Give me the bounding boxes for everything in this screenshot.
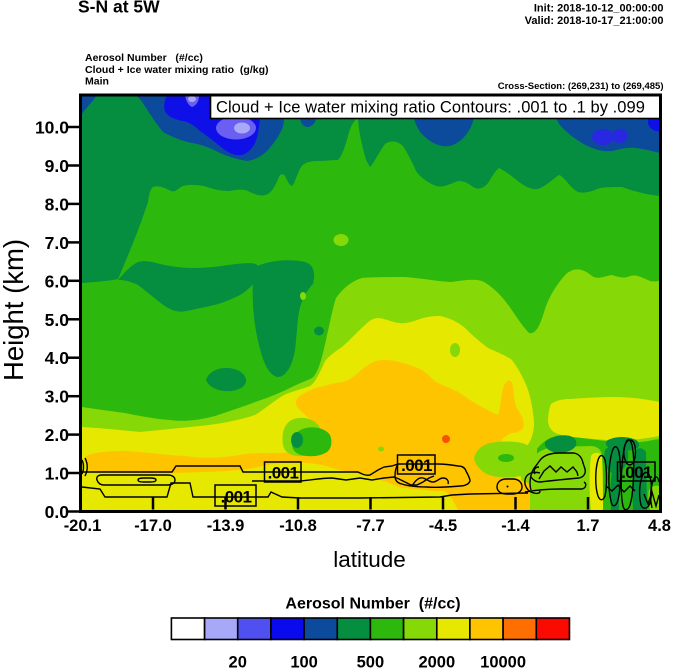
svg-text:.001: .001 bbox=[401, 456, 432, 475]
svg-text:Height (km): Height (km) bbox=[0, 239, 29, 381]
svg-text:6.0: 6.0 bbox=[45, 271, 70, 291]
svg-text:100: 100 bbox=[290, 654, 318, 668]
svg-text:-4.5: -4.5 bbox=[429, 517, 457, 535]
svg-text:4.8: 4.8 bbox=[648, 517, 671, 535]
svg-text:2000: 2000 bbox=[418, 654, 455, 668]
svg-text:Aerosol Number (#/cc): Aerosol Number (#/cc) bbox=[285, 596, 460, 613]
svg-text:4.0: 4.0 bbox=[45, 348, 70, 368]
svg-text:-13.9: -13.9 bbox=[207, 517, 245, 535]
svg-text:.001: .001 bbox=[621, 463, 652, 482]
svg-text:S-N at 5W: S-N at 5W bbox=[78, 0, 160, 17]
svg-text:Cloud + Ice water mixing ratio: Cloud + Ice water mixing ratio (g/kg) bbox=[85, 64, 269, 76]
svg-text:.001: .001 bbox=[221, 488, 252, 507]
svg-text:-17.0: -17.0 bbox=[134, 517, 172, 535]
svg-text:Cross-Section: (269,231) to (2: Cross-Section: (269,231) to (269,485) bbox=[498, 81, 664, 92]
svg-text:-1.4: -1.4 bbox=[501, 517, 530, 535]
svg-text:1.0: 1.0 bbox=[45, 464, 70, 484]
svg-text:.001: .001 bbox=[268, 464, 299, 483]
svg-text:Main: Main bbox=[85, 76, 109, 88]
svg-text:1.7: 1.7 bbox=[577, 517, 600, 535]
svg-text:10.0: 10.0 bbox=[35, 118, 69, 138]
svg-text:500: 500 bbox=[357, 654, 385, 668]
svg-text:Valid: 2018-10-17_21:00:00: Valid: 2018-10-17_21:00:00 bbox=[525, 15, 664, 27]
svg-text:3.0: 3.0 bbox=[45, 387, 70, 407]
svg-text:8.0: 8.0 bbox=[45, 194, 70, 214]
svg-text:-10.8: -10.8 bbox=[279, 517, 317, 535]
svg-text:5.0: 5.0 bbox=[45, 310, 70, 330]
svg-text:Cloud + Ice water mixing ratio: Cloud + Ice water mixing ratio Contours:… bbox=[216, 99, 645, 117]
svg-text:0.0: 0.0 bbox=[45, 502, 70, 522]
svg-text:-20.1: -20.1 bbox=[64, 517, 102, 535]
svg-text:2.0: 2.0 bbox=[45, 425, 70, 445]
svg-text:Aerosol Number (#/cc): Aerosol Number (#/cc) bbox=[85, 52, 203, 64]
svg-text:7.0: 7.0 bbox=[45, 233, 70, 253]
svg-text:20: 20 bbox=[229, 654, 247, 668]
svg-text:Init: 2018-10-12_00:00:00: Init: 2018-10-12_00:00:00 bbox=[534, 3, 664, 15]
svg-text:9.0: 9.0 bbox=[45, 156, 70, 176]
svg-text:10000: 10000 bbox=[480, 654, 526, 668]
svg-text:latitude: latitude bbox=[333, 547, 406, 572]
svg-text:-7.7: -7.7 bbox=[356, 517, 384, 535]
